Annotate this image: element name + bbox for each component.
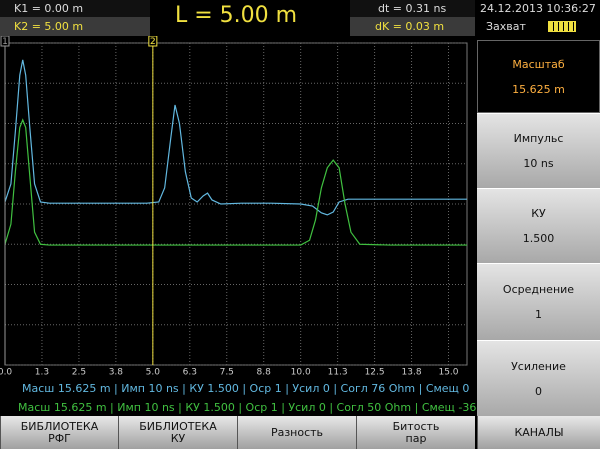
length: L = 5.00 m <box>175 3 298 28</box>
x-tick-label: 1.3 <box>35 368 49 378</box>
sidebar-value: 1 <box>535 308 542 321</box>
x-tick-label: 10.0 <box>291 368 311 378</box>
x-tick-label: 11.3 <box>328 368 348 378</box>
x-tick-label: 13.8 <box>402 368 422 378</box>
trace <box>4 118 467 246</box>
trace-info: Масш 15.625 m | Имп 10 ns | КУ 1.500 | О… <box>22 382 470 395</box>
x-tick-label: 2.5 <box>72 368 86 378</box>
x-tick-label: 5.0 <box>146 368 161 378</box>
sidebar-label: Осреднение <box>502 283 575 296</box>
menu-button[interactable]: Разность <box>237 416 356 449</box>
plot: 0.0 1.3 2.5 3.8 5.0 6.3 7.5 8.8 10.0 11.3 12.5 13.8… <box>0 36 468 378</box>
sidebar-value: 15.625 m <box>512 82 565 96</box>
menu-button[interactable]: Битость пар <box>356 416 475 449</box>
sidebar-button[interactable]: Масштаб 15.625 m <box>477 40 600 113</box>
trace <box>4 59 467 216</box>
battery-icon <box>548 21 576 32</box>
dt-bar: dt = 0.31 ns <box>350 0 475 17</box>
dt: dt = 0.31 ns <box>378 2 447 15</box>
sidebar-button[interactable]: КУ 1.500 <box>477 188 600 263</box>
cursor-marker <box>148 36 158 47</box>
sidebar-button[interactable]: Импульс 10 ns <box>477 113 600 188</box>
trace-info: Масш 15.625 m | Имп 10 ns | КУ 1.500 | О… <box>18 401 477 414</box>
x-tick-label: 6.3 <box>183 368 197 378</box>
dk: dK = 0.03 m <box>375 20 445 33</box>
x-tick-label: 3.8 <box>109 368 124 378</box>
sidebar-label: Усиление <box>511 359 566 373</box>
cursor-label: 2 <box>150 37 156 47</box>
x-tick-label: 15.0 <box>438 368 458 378</box>
cursor-marker <box>0 36 10 47</box>
sidebar-label: КУ <box>531 207 546 220</box>
x-tick-label: 8.8 <box>257 368 272 378</box>
sidebar-button[interactable]: Осреднение 1 <box>477 263 600 340</box>
x-tick-label: 0.0 <box>0 368 12 378</box>
sidebar-button[interactable]: Усиление 0 <box>477 340 600 416</box>
k2: K2 = 5.00 m <box>14 20 84 33</box>
datetime: 24.12.2013 10:36:27 <box>480 2 596 15</box>
k2-bar: K2 = 5.00 m <box>0 17 150 36</box>
dk-bar: dK = 0.03 m <box>350 17 475 36</box>
sidebar-value: 0 <box>535 384 542 398</box>
sidebar-label: Импульс <box>513 132 564 145</box>
mode: Захват <box>486 20 526 33</box>
menu-button[interactable]: БИБЛИОТЕКА КУ <box>118 416 237 449</box>
k1: K1 = 0.00 m <box>14 2 84 15</box>
x-tick-label: 12.5 <box>365 368 385 378</box>
x-tick-label: 7.5 <box>220 368 234 378</box>
menu-button[interactable]: КАНАЛЫ <box>477 416 600 449</box>
sidebar-value: 1.500 <box>522 232 555 245</box>
cursor-label: 1 <box>2 37 8 47</box>
menu-button[interactable]: БИБЛИОТЕКА РФГ <box>0 416 118 449</box>
k1-bar: K1 = 0.00 m <box>0 0 150 17</box>
sidebar-value: 10 ns <box>523 157 554 170</box>
sidebar-label: Масштаб <box>512 57 565 71</box>
